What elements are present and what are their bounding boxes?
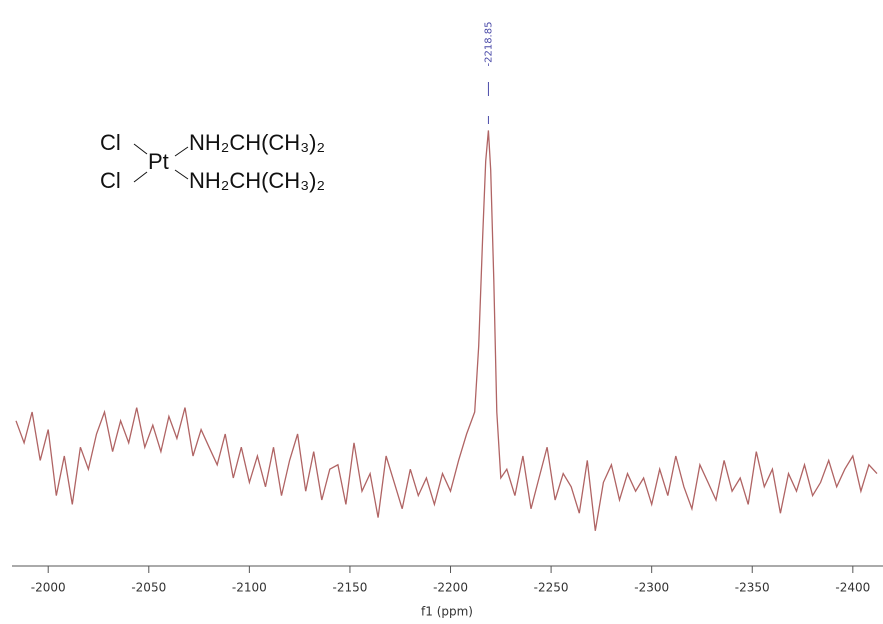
ligand: Cl bbox=[100, 130, 121, 155]
ligand: Cl bbox=[100, 168, 121, 193]
metal: Pt bbox=[148, 149, 169, 174]
x-tick-label: -2250 bbox=[534, 581, 569, 595]
x-tick-label: -2150 bbox=[333, 581, 368, 595]
x-tick-label: -2300 bbox=[634, 581, 669, 595]
bond bbox=[174, 169, 189, 180]
bond bbox=[133, 171, 148, 183]
bond bbox=[174, 146, 189, 157]
peak-label: -2218.85 bbox=[483, 22, 494, 67]
spectrum-line bbox=[15, 130, 878, 531]
amine: NH₂CH(CH₃)₂ bbox=[189, 168, 325, 193]
x-tick-label: -2350 bbox=[735, 581, 770, 595]
x-tick-label: -2050 bbox=[131, 581, 166, 595]
x-tick-label: -2200 bbox=[433, 581, 468, 595]
x-axis-title: f1 (ppm) bbox=[421, 605, 473, 619]
amine: NH₂CH(CH₃)₂ bbox=[189, 130, 325, 155]
x-tick-label: -2100 bbox=[232, 581, 267, 595]
x-tick-label: -2400 bbox=[835, 581, 870, 595]
bond bbox=[133, 143, 148, 155]
x-tick-label: -2000 bbox=[31, 581, 66, 595]
